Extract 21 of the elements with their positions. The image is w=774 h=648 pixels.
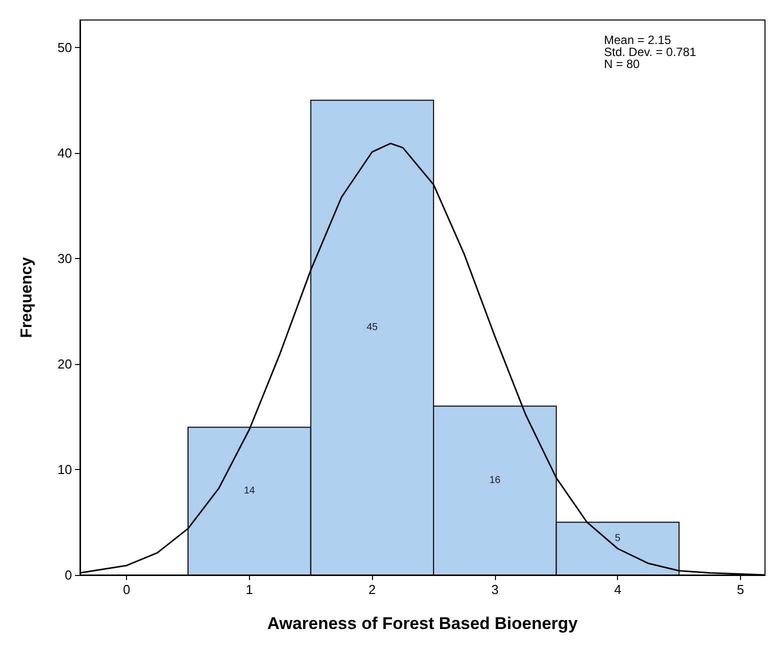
x-tick-label: 3 xyxy=(491,582,499,597)
x-tick-label: 5 xyxy=(736,582,744,597)
x-tick-label: 4 xyxy=(614,582,622,597)
data-label: 14 xyxy=(244,486,256,497)
x-tick-label: 2 xyxy=(368,582,376,597)
y-tick-label: 20 xyxy=(58,356,72,372)
y-tick-label: 40 xyxy=(58,145,72,160)
y-tick-label: 30 xyxy=(58,250,72,266)
y-tick-label: 50 xyxy=(58,40,72,55)
x-axis-title: Awareness of Forest Based Bioenergy xyxy=(267,614,578,633)
y-tick-label: 10 xyxy=(58,462,72,477)
annotation: N = 80 xyxy=(604,57,640,71)
x-tick-label: 0 xyxy=(123,582,130,597)
data-label: 16 xyxy=(489,475,501,486)
y-axis-title: Frequency xyxy=(18,256,36,338)
x-tick-label: 1 xyxy=(246,582,254,597)
annotation: Std. Dev. = 0.781 xyxy=(604,45,696,59)
y-tick-label: 0 xyxy=(64,568,72,582)
data-label: 45 xyxy=(366,322,378,334)
annotation: Mean = 2.15 xyxy=(604,33,672,47)
data-label: 5 xyxy=(614,533,621,544)
